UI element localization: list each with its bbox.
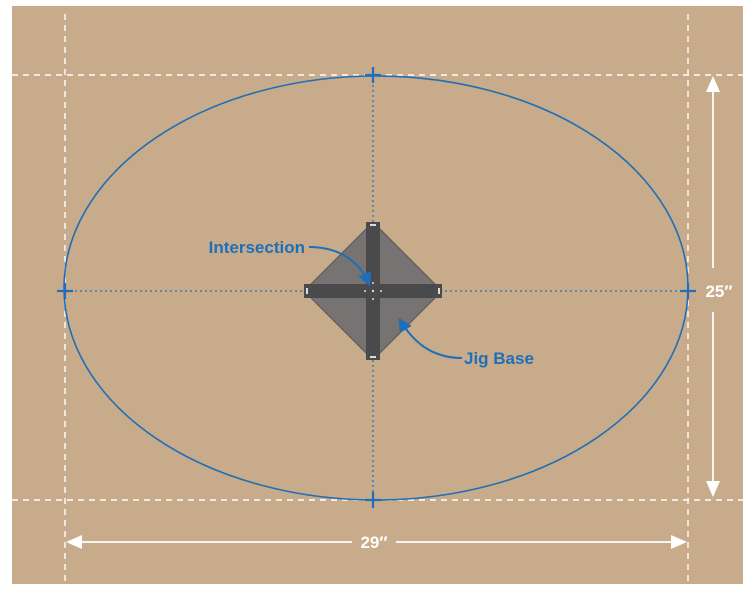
- arrow-right-icon: [671, 535, 687, 549]
- height-dimension: [706, 76, 720, 497]
- height-dimension-label: 25″: [705, 282, 732, 301]
- plus-marker-icon: [365, 67, 381, 83]
- jig-base-label: Jig Base: [464, 349, 534, 368]
- jig-center-pins: [364, 282, 382, 300]
- width-dimension: [66, 535, 687, 549]
- jig-pins: [306, 224, 440, 358]
- plus-marker-icon: [680, 283, 696, 299]
- intersection-label: Intersection: [209, 238, 305, 257]
- arrow-left-icon: [66, 535, 82, 549]
- plus-marker-icon: [365, 492, 381, 508]
- arrow-up-icon: [706, 76, 720, 92]
- width-dimension-label: 29″: [360, 533, 387, 552]
- plus-marker-icon: [57, 283, 73, 299]
- arrow-down-icon: [706, 481, 720, 497]
- intersection-arrow-icon: [308, 246, 372, 287]
- jig-base-arrow-icon: [398, 317, 463, 359]
- plus-markers: [57, 67, 696, 508]
